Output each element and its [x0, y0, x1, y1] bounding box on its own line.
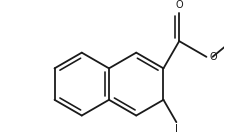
Text: O: O	[209, 52, 217, 62]
Text: O: O	[176, 0, 183, 10]
Text: I: I	[175, 124, 178, 134]
